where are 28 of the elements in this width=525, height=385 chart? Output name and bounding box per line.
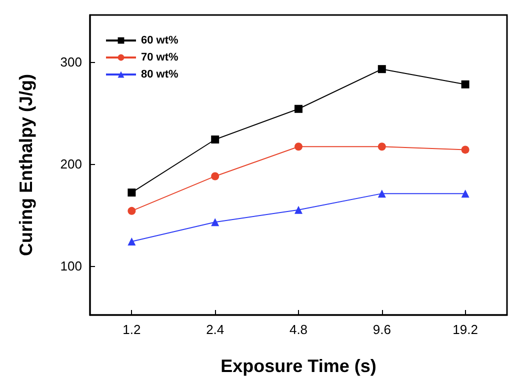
point: [378, 190, 386, 198]
y-tick-label: 300: [60, 54, 82, 70]
point: [461, 190, 470, 198]
legend-label: 80 wt%: [141, 68, 179, 80]
point: [461, 80, 470, 88]
x-axis-title: Exposure Time (s): [220, 356, 376, 376]
point: [128, 206, 136, 215]
legend-label: 60 wt%: [141, 34, 179, 46]
x-tick-label: 19.2: [452, 322, 478, 337]
x-tick-label: 2.4: [206, 322, 224, 337]
point: [211, 218, 220, 226]
x-tick-label: 9.6: [372, 322, 391, 337]
legend-label: 70 wt%: [141, 52, 179, 64]
y-tick-label: 200: [60, 156, 82, 172]
x-tick-label: 1.2: [122, 322, 141, 337]
point: [378, 65, 386, 74]
point: [294, 206, 302, 214]
point: [128, 238, 136, 246]
point: [378, 142, 386, 151]
y-tick-label: 100: [60, 258, 82, 274]
point: [294, 104, 302, 113]
point: [128, 188, 136, 197]
point: [294, 142, 302, 151]
point: [211, 172, 220, 180]
y-axis-title: Curing Enthalpy (J/g): [16, 74, 36, 256]
point: [461, 146, 470, 154]
x-tick-label: 4.8: [289, 322, 308, 337]
point: [211, 135, 220, 144]
